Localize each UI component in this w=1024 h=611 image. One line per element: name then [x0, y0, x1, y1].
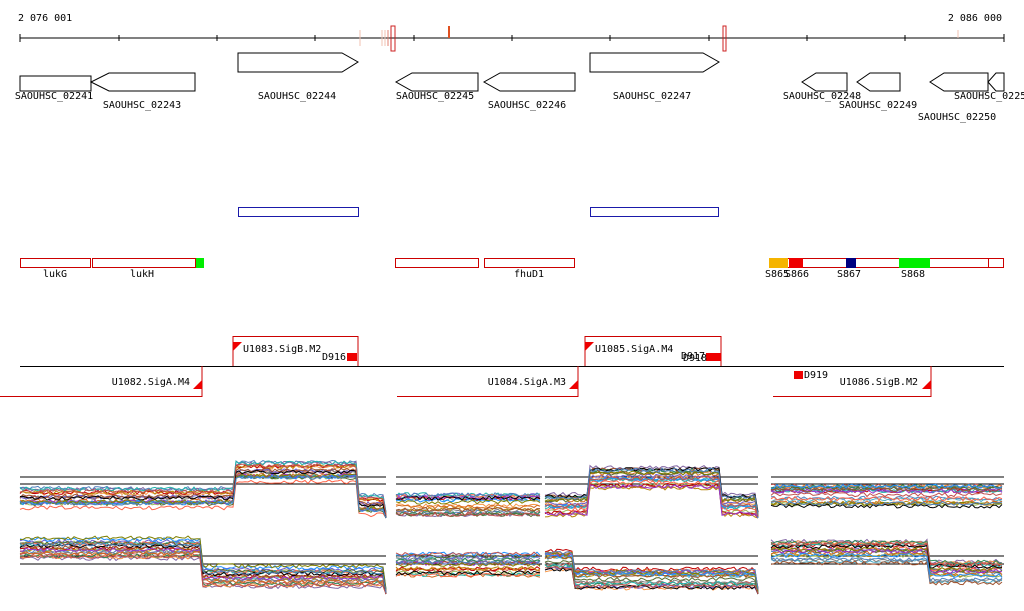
cds-track — [238, 207, 719, 217]
segment-label: S866 — [785, 269, 810, 280]
segment-s867 — [846, 258, 856, 268]
gene-label[interactable]: SAOUHSC_02247 — [612, 91, 692, 102]
gene-symbol: lukG — [42, 269, 68, 280]
segment-s865 — [769, 258, 788, 268]
coord-start: 2 076 001 — [18, 13, 73, 24]
gene-label[interactable]: SAOUHSC_02241 — [14, 91, 94, 102]
gene-label[interactable]: SAOUHSC_02250 — [917, 112, 997, 123]
gene-symbol: fhuD1 — [513, 269, 545, 280]
coord-end: 2 086 000 — [947, 13, 1002, 24]
gene-track — [19, 52, 1005, 92]
gene-label[interactable]: SAOUHSC_02244 — [257, 91, 337, 102]
gene-label[interactable]: SAOUHSC_02245 — [395, 91, 475, 102]
segment-s866 — [789, 258, 803, 268]
transcript-label[interactable]: U1084.SigA.M3 — [487, 377, 566, 388]
terminator-label[interactable]: D916 — [322, 352, 347, 363]
coordinate-ruler — [19, 25, 1005, 52]
expression-track — [19, 459, 1004, 595]
transcript-label[interactable]: U1086.SigB.M2 — [839, 377, 918, 388]
segment-label: S867 — [837, 269, 862, 280]
segment-label: S865 — [765, 269, 790, 280]
gene-label[interactable]: SAOUHSC_02243 — [102, 100, 182, 111]
transcript-label[interactable]: U1083.SigB.M2 — [243, 344, 322, 355]
gene-label[interactable]: SAOUHSC_02248 — [782, 91, 862, 102]
terminator-label[interactable]: D917 — [681, 351, 706, 362]
transcript-label[interactable]: U1085.SigA.M4 — [595, 344, 674, 355]
segment-s868 — [899, 258, 930, 268]
annotation-track — [20, 258, 1004, 268]
gene-label[interactable]: SAOUHSC_0225 — [954, 91, 1024, 102]
gene-label[interactable]: SAOUHSC_02249 — [838, 100, 918, 111]
terminator-label[interactable]: D919 — [804, 370, 829, 381]
transcript-track — [0, 336, 1004, 397]
transcript-label[interactable]: U1082.SigA.M4 — [111, 377, 190, 388]
gene-symbol: lukH — [129, 269, 155, 280]
gene-label[interactable]: SAOUHSC_02246 — [487, 100, 567, 111]
terminator-label[interactable]: D918 — [683, 353, 708, 364]
segment-label: S868 — [901, 269, 926, 280]
